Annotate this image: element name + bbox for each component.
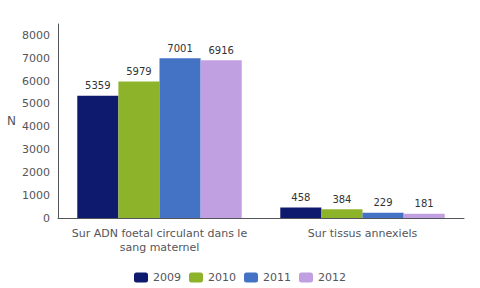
svg-text:sang maternel: sang maternel bbox=[120, 241, 200, 254]
svg-text:0: 0 bbox=[43, 212, 50, 225]
svg-text:7000: 7000 bbox=[22, 52, 50, 65]
svg-text:4000: 4000 bbox=[22, 120, 50, 133]
svg-text:N: N bbox=[7, 114, 16, 128]
svg-text:2011: 2011 bbox=[263, 271, 291, 284]
svg-text:3000: 3000 bbox=[22, 143, 50, 156]
svg-text:Sur tissus annexiels: Sur tissus annexiels bbox=[308, 227, 418, 240]
svg-text:458: 458 bbox=[291, 192, 310, 203]
svg-text:181: 181 bbox=[415, 198, 434, 209]
svg-text:5979: 5979 bbox=[126, 66, 151, 77]
svg-text:2000: 2000 bbox=[22, 166, 50, 179]
svg-text:384: 384 bbox=[332, 194, 351, 205]
svg-text:2010: 2010 bbox=[208, 271, 236, 284]
svg-text:2012: 2012 bbox=[318, 271, 346, 284]
svg-text:5359: 5359 bbox=[85, 80, 110, 91]
svg-text:6916: 6916 bbox=[208, 45, 233, 56]
svg-text:5000: 5000 bbox=[22, 97, 50, 110]
svg-text:2009: 2009 bbox=[153, 271, 181, 284]
svg-text:8000: 8000 bbox=[22, 29, 50, 42]
svg-text:1000: 1000 bbox=[22, 189, 50, 202]
svg-text:Sur ADN foetal circulant dans: Sur ADN foetal circulant dans le bbox=[72, 227, 248, 240]
svg-text:6000: 6000 bbox=[22, 75, 50, 88]
svg-text:229: 229 bbox=[374, 197, 393, 208]
svg-text:7001: 7001 bbox=[167, 43, 192, 54]
